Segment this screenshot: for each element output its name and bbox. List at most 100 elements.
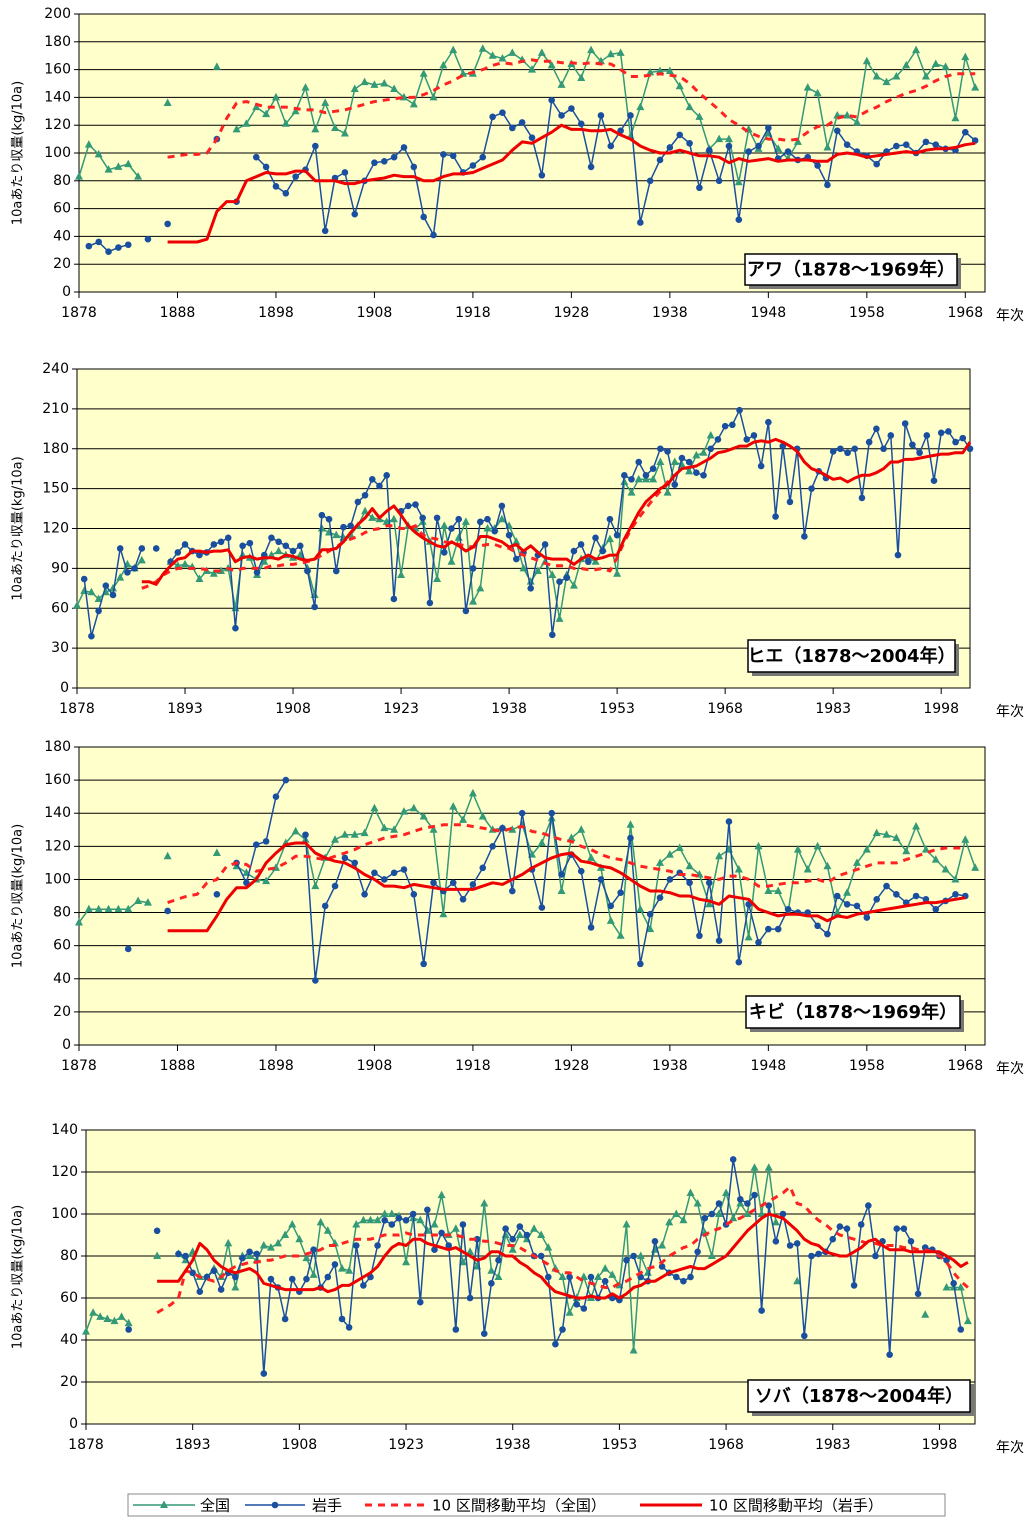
triangle-marker — [921, 72, 930, 80]
circle-marker — [696, 932, 703, 940]
circle-marker — [262, 163, 270, 171]
triangle-marker — [587, 45, 596, 54]
circle-marker — [213, 891, 221, 898]
x-tick-label: 1878 — [59, 701, 95, 717]
chart-title: ヒエ（1878～2004年） — [747, 645, 955, 667]
triangle-marker — [533, 566, 542, 575]
x-tick-label: 1958 — [849, 1058, 885, 1074]
triangle-marker — [153, 1251, 162, 1259]
triangle-marker — [84, 140, 93, 148]
circle-marker — [784, 148, 792, 155]
triangle-marker — [209, 569, 218, 577]
circle-marker — [479, 864, 487, 872]
y-tick-label: 40 — [53, 228, 71, 244]
triangle-marker — [373, 1215, 382, 1224]
circle-marker — [922, 138, 930, 146]
triangle-marker — [387, 1209, 396, 1217]
circle-marker — [912, 892, 920, 900]
circle-marker — [843, 141, 851, 148]
triangle-marker — [321, 98, 330, 106]
triangle-marker — [232, 124, 241, 133]
triangle-marker — [714, 1209, 723, 1217]
triangle-marker — [73, 601, 81, 609]
circle-marker — [646, 910, 654, 918]
title-box — [747, 639, 956, 673]
x-tick-label: 1948 — [751, 1058, 787, 1074]
circle-marker — [757, 462, 765, 470]
circle-marker — [537, 1252, 545, 1260]
triangle-marker — [843, 888, 852, 896]
circle-marker — [381, 1217, 389, 1224]
circle-marker — [303, 1275, 310, 1283]
circle-marker — [371, 869, 378, 877]
circle-marker — [623, 1256, 630, 1264]
circle-marker — [627, 112, 634, 119]
circle-marker — [601, 1277, 609, 1285]
triangle-marker — [665, 1217, 674, 1226]
triangle-marker — [685, 861, 694, 870]
circle-marker — [312, 142, 319, 150]
triangle-marker — [951, 113, 960, 122]
x-tick-label: 1893 — [167, 701, 203, 717]
triangle-marker — [340, 129, 349, 137]
circle-marker — [491, 527, 498, 535]
circle-marker — [725, 818, 733, 825]
circle-marker — [649, 465, 657, 472]
x-tick-label: 1968 — [947, 305, 983, 321]
circle-marker — [224, 534, 232, 542]
circle-marker — [902, 141, 910, 148]
triangle-marker — [734, 177, 743, 186]
y-tick-label: 60 — [53, 938, 71, 954]
x-tick-label: 1983 — [815, 1437, 851, 1453]
triangle-marker — [912, 821, 921, 830]
series-line — [157, 1212, 969, 1300]
triangle-marker — [259, 1241, 268, 1249]
y-axis-title: 10aあたり収量(kg/10a) — [11, 824, 26, 968]
triangle-marker — [497, 514, 506, 523]
circle-marker — [144, 235, 152, 243]
x-tick-label: 1923 — [388, 1437, 424, 1453]
triangle-marker — [160, 1500, 168, 1508]
triangle-marker — [487, 1266, 496, 1274]
circle-marker — [438, 1229, 445, 1237]
triangle-marker — [601, 1264, 610, 1272]
triangle-marker — [569, 581, 578, 589]
circle-marker — [556, 578, 563, 585]
y-tick-label: 60 — [60, 1290, 78, 1306]
circle-marker — [893, 1225, 901, 1232]
triangle-marker — [252, 102, 261, 111]
circle-marker — [793, 1240, 801, 1247]
circle-marker — [599, 547, 607, 555]
circle-marker — [479, 153, 487, 161]
triangle-marker — [224, 1238, 233, 1247]
triangle-marker — [433, 574, 442, 583]
circle-marker — [325, 515, 333, 523]
triangle-marker — [288, 1220, 297, 1228]
y-tick-label: 140 — [44, 89, 71, 105]
circle-marker — [765, 418, 772, 426]
triangle-marker — [117, 1312, 126, 1320]
triangle-marker — [439, 909, 448, 918]
circle-marker — [85, 242, 93, 250]
circle-marker — [124, 569, 131, 576]
triangle-marker — [616, 931, 625, 939]
circle-marker — [651, 1238, 659, 1245]
triangle-marker — [902, 60, 911, 69]
circle-marker — [420, 213, 427, 221]
title-box — [745, 995, 961, 1029]
circle-marker — [518, 119, 526, 126]
x-tick-label: 1878 — [61, 1058, 97, 1074]
circle-marker — [232, 1273, 239, 1281]
triangle-marker — [316, 1217, 325, 1226]
triangle-marker — [352, 1220, 361, 1228]
circle-marker — [687, 1273, 694, 1281]
circle-marker — [607, 902, 615, 910]
triangle-marker — [608, 1270, 617, 1278]
triangle-marker — [961, 835, 970, 843]
x-tick-label: 1998 — [923, 701, 959, 717]
triangle-marker — [274, 546, 283, 555]
y-tick-label: 180 — [42, 441, 69, 457]
circle-marker — [552, 1340, 559, 1348]
circle-marker — [321, 902, 329, 910]
